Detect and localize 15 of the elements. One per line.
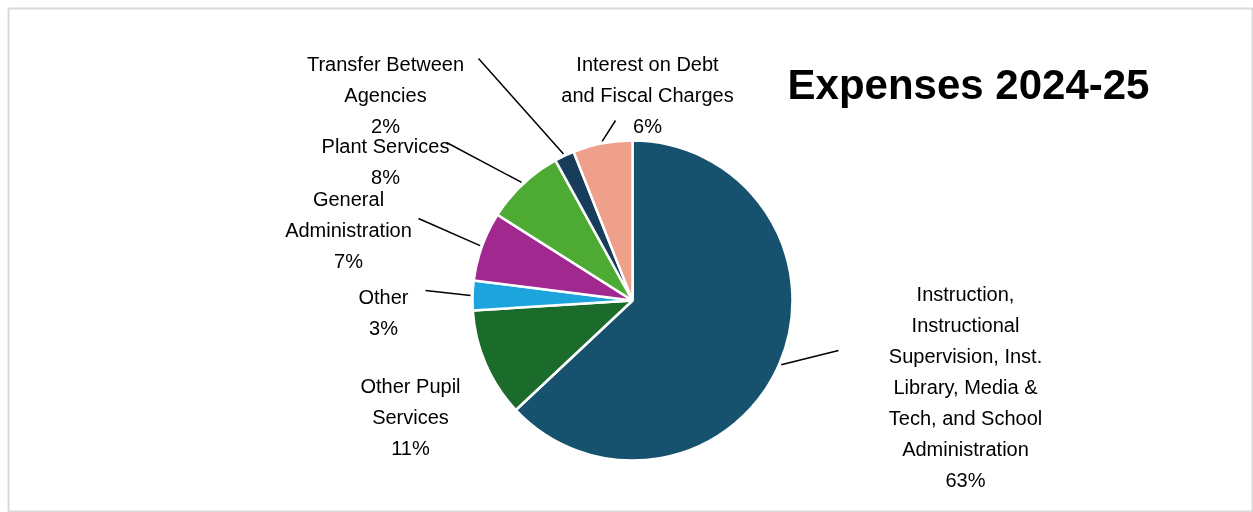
data-label: 2% xyxy=(371,114,401,137)
data-label: 63% xyxy=(945,468,986,491)
chart-title: Expenses 2024-25 xyxy=(787,61,1150,108)
data-label: 11% xyxy=(391,436,430,459)
data-label: 7% xyxy=(334,249,364,272)
slice-label: Other xyxy=(358,285,409,308)
slice-label: Other Pupil Services xyxy=(360,374,461,428)
data-label: 6% xyxy=(633,114,663,137)
slice-label: Transfer Between Agencies xyxy=(306,52,465,106)
slice-label: General Administration xyxy=(285,187,412,241)
slice-label: Interest on Debt and Fiscal Charges xyxy=(561,52,734,106)
slice-label: Plant Services xyxy=(321,134,450,157)
data-label: 3% xyxy=(369,316,399,339)
slice-label: Instruction, Instructional Supervision, Inst. Library, Media & Tech, and School Administration xyxy=(888,282,1043,460)
data-label: 8% xyxy=(371,165,401,188)
